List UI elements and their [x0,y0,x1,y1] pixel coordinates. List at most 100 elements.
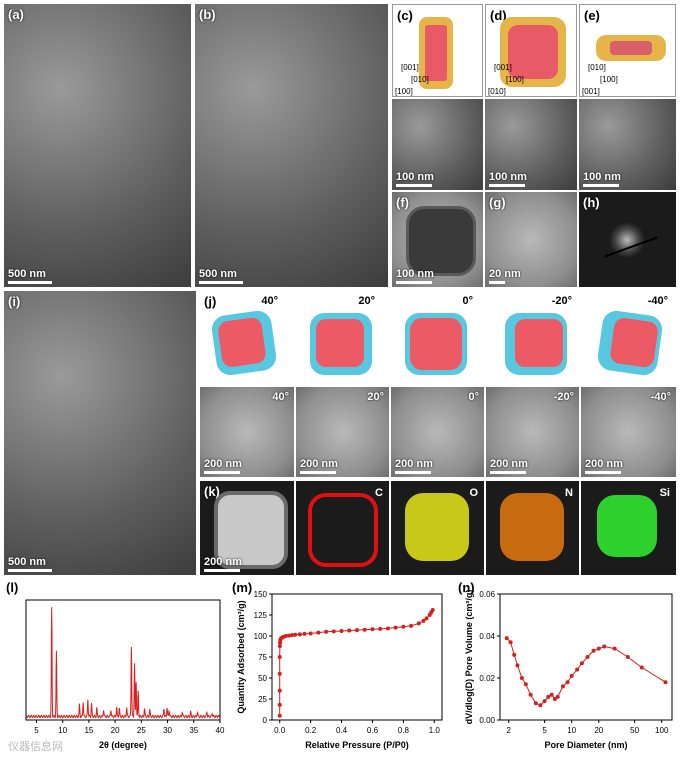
panel-b-label: (b) [199,7,216,22]
y-tick-label: 125 [254,611,268,620]
panel-m-label: (m) [232,580,253,595]
x-axis-label: Relative Pressure (P/P0) [305,740,409,750]
panel-b-scale-bar: 500 nm [199,268,243,284]
isotherm-point [277,702,282,707]
y-tick-label: 150 [254,590,268,599]
pore-distribution-point [625,655,630,659]
isotherm-point [362,627,367,632]
panel-e-scale-bar: 100 nm [583,171,621,187]
panel-k-haadf: (k) 200 nm [200,481,294,575]
pore-distribution-point [508,640,513,645]
pore-distribution-point [596,646,601,651]
isotherm-point [385,626,390,631]
x-axis-label: Pore Diameter (nm) [544,740,627,750]
pore-distribution-point [533,701,538,706]
panel-f-label: (f) [396,195,409,210]
isotherm-point [302,631,307,636]
isotherm-point [277,688,282,693]
plot-frame [499,593,673,721]
x-tick-label: 5 [34,726,39,735]
panel-h-fft: (h) [579,192,676,287]
x-tick-label: 0.6 [367,726,379,735]
y-tick-label: 0 [263,716,268,725]
pore-distribution-point [591,648,596,653]
panel-i-label: (i) [8,294,21,309]
panel-c-sem: 100 nm [392,99,483,190]
panel-j-tem-neg40: -40° 200 nm [581,387,676,477]
panel-j-models: (j) 40° 20° 0° -20° -40° [200,291,676,383]
x-tick-label: 20 [111,726,120,735]
crystal-model-c [419,17,453,89]
x-tick-label: 1.0 [429,726,441,735]
x-tick-label: 30 [163,726,172,735]
y-tick-label: 25 [258,695,267,704]
panel-e-sem: 100 nm [579,99,676,190]
chart-n-pore-distribution: Pore Diameter (nm) dV/dlog(D) Pore Volume… [464,590,673,750]
isotherm-point [416,621,421,626]
isotherm-point [290,633,295,638]
chart-m-isotherm: Relative Pressure (P/P0) Quantity Adsorbe… [236,590,443,750]
x-tick-label: 100 [655,726,669,735]
isotherm-point [339,628,344,633]
panel-c-scale-bar: 100 nm [396,171,434,187]
xrd-series-line [25,607,221,719]
crystal-model-e [596,35,666,61]
panel-k-map-si: Si [581,481,676,575]
x-tick-label: 20 [594,726,603,735]
isotherm-point [308,631,313,636]
panel-n-label: (n) [458,580,475,595]
panel-k-map-n: N [486,481,579,575]
x-tick-label: 35 [189,726,198,735]
panel-k-label: (k) [204,484,220,499]
pore-distribution-point [612,646,617,651]
x-tick-label: 0.0 [274,726,286,735]
isotherm-point [293,632,298,637]
x-tick-label: 2 [507,726,512,735]
pore-distribution-point [512,652,517,657]
watermark: 仪器信息网 [8,741,63,753]
pore-distribution-point [542,699,547,704]
y-tick-label: 0.02 [479,674,495,683]
isotherm-point [347,628,352,633]
x-tick-label: 0.4 [336,726,348,735]
isotherm-point [277,713,282,718]
panel-f-tem: (f) 100 nm [392,192,483,287]
panel-j-tem-20: 20° 200 nm [296,387,389,477]
y-axis-label: dV/dlog(D) Pore Volume (cm³/g) [464,590,474,725]
panel-a-sem-image: (a) 500 nm [4,4,191,287]
isotherm-point [283,634,288,638]
pore-distribution-point [602,644,607,649]
pore-distribution-point [639,665,644,670]
y-tick-label: 100 [254,632,268,641]
plot-frame [25,599,221,721]
panel-e-model: (e) [010] [100] [001] [579,4,676,97]
pore-distribution-point [569,673,574,678]
panel-d-label: (d) [490,8,507,23]
isotherm-point [355,628,359,633]
pore-distribution-point [519,676,524,680]
panel-g-scale-bar: 20 nm [489,268,521,284]
panel-a-label: (a) [8,7,24,22]
x-tick-label: 10 [567,726,576,735]
panel-k-scale-bar: 200 nm [204,556,242,572]
panel-b-sem-image: (b) 500 nm [195,4,388,287]
isotherm-point [430,607,435,612]
x-tick-label: 0.8 [398,726,410,735]
y-tick-label: 75 [258,653,267,662]
panel-h-label: (h) [583,195,600,210]
isotherm-point [316,630,321,635]
isotherm-point [424,616,429,621]
x-tick-label: 50 [630,726,639,735]
pore-distribution-point [565,680,570,685]
pore-distribution-point [515,663,520,668]
pore-distribution-point [538,703,543,708]
x-tick-label: 5 [542,726,547,735]
y-tick-label: 0.00 [479,716,495,725]
panel-d-scale-bar: 100 nm [489,171,527,187]
pore-distribution-point [552,697,557,701]
isotherm-point [277,671,282,676]
isotherm-point [370,627,375,632]
panel-g-label: (g) [489,195,506,210]
isotherm-point [297,632,302,637]
panel-c-model: (c) [001] [010] [100] [392,4,483,97]
